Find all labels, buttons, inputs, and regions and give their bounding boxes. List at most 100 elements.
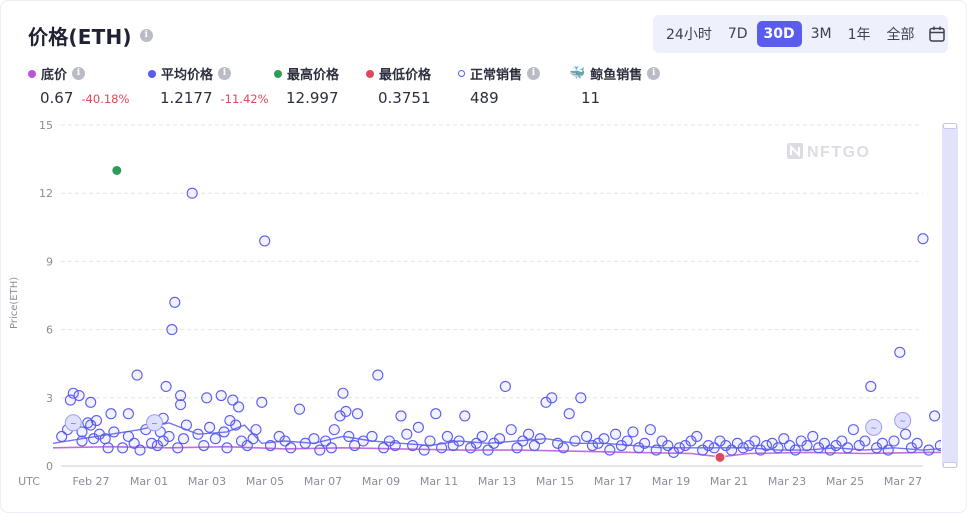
sale-point	[204, 421, 216, 433]
sale-point	[299, 437, 311, 449]
y-tick-label: 3	[46, 392, 53, 405]
sale-point	[749, 435, 761, 447]
sale-point	[923, 444, 935, 456]
sale-point	[325, 442, 337, 454]
sale-point	[293, 403, 306, 415]
sale-point	[99, 433, 111, 445]
sale-point	[546, 392, 558, 404]
calendar-icon[interactable]	[928, 25, 946, 43]
chart-title: 价格(ETH)	[28, 25, 132, 49]
highest-price-point	[111, 164, 123, 176]
stat-whale-sales: 🐳 鲸鱼销售 i 11	[569, 64, 661, 107]
sale-point	[351, 408, 364, 420]
sale-point	[581, 430, 593, 442]
sale-point	[146, 437, 158, 449]
sale-point	[259, 235, 271, 247]
sale-point	[610, 428, 622, 440]
info-icon[interactable]: i	[218, 67, 232, 80]
sale-point	[209, 433, 221, 445]
sale-point	[691, 430, 703, 442]
sale-point	[134, 444, 146, 456]
sale-point	[247, 433, 259, 445]
zoom-handle-top[interactable]	[943, 123, 957, 129]
whale-icon: 🐳	[569, 66, 586, 81]
whale-sales-label: 鲸鱼销售	[590, 68, 643, 83]
lowest-price-point	[714, 451, 726, 463]
sale-point	[340, 405, 352, 417]
whale-sale-point	[64, 414, 82, 432]
sale-point	[395, 410, 407, 422]
sale-point	[702, 439, 714, 452]
sale-point	[453, 435, 465, 447]
stat-normal-sales: 正常销售 i 489	[458, 64, 541, 107]
sale-point	[737, 442, 749, 454]
normal-sales-label: 正常销售	[470, 68, 523, 83]
sale-point	[644, 424, 656, 436]
sale-point	[407, 439, 419, 452]
info-icon[interactable]: i	[527, 67, 541, 80]
avg-change: -11.42%	[220, 92, 269, 106]
normal-sales-value: 489	[470, 89, 499, 107]
sale-point	[534, 433, 546, 445]
info-icon[interactable]: i	[647, 67, 661, 80]
sale-point	[847, 424, 859, 436]
sale-point	[865, 380, 877, 392]
title-row: 价格(ETH) i	[28, 21, 153, 50]
tab-all[interactable]: 全部	[886, 27, 915, 43]
whale-sales-value: 11	[581, 89, 601, 107]
whale-sale-icon: ~	[70, 419, 77, 428]
sale-point	[673, 442, 685, 454]
info-icon[interactable]: i	[72, 67, 86, 80]
tab-3m[interactable]: 3M	[810, 26, 832, 42]
x-tick-label: Feb 27	[73, 475, 110, 488]
sale-point	[105, 408, 117, 420]
sale-point	[459, 410, 471, 422]
sale-point	[308, 433, 320, 445]
x-tick-label: Mar 19	[652, 475, 690, 488]
x-tick-label: Mar 27	[884, 475, 922, 488]
low-legend-dot	[366, 69, 374, 78]
sale-point	[285, 442, 297, 454]
x-tick-label: Mar 23	[768, 475, 806, 488]
x-tick-label: Mar 05	[246, 475, 284, 488]
info-icon[interactable]: i	[139, 29, 153, 42]
y-tick-label: 15	[39, 119, 53, 132]
time-range-tabs: 24小时 7D 30D 3M 1年 全部	[653, 15, 948, 53]
sale-point	[233, 401, 245, 413]
chart-zoom-scrollbar[interactable]	[942, 123, 958, 468]
high-label: 最高价格	[287, 68, 340, 83]
sale-point	[108, 426, 120, 438]
sale-point	[343, 430, 355, 442]
sale-point	[337, 387, 349, 399]
sale-point	[76, 426, 88, 438]
sale-point	[186, 187, 198, 199]
tab-1y[interactable]: 1年	[847, 27, 871, 43]
sale-point	[314, 444, 326, 456]
sale-point	[569, 435, 581, 447]
sale-point	[175, 389, 187, 402]
tab-30d[interactable]: 30D	[756, 21, 802, 47]
avg-label: 平均价格	[161, 68, 214, 83]
sale-point	[215, 389, 227, 402]
tab-7d[interactable]: 7D	[727, 26, 748, 42]
sale-point	[418, 444, 430, 456]
sale-point	[476, 430, 488, 442]
sale-point	[218, 426, 230, 438]
stat-high: 最高价格 12.997	[274, 64, 339, 107]
stat-low: 最低价格 0.3751	[366, 64, 431, 107]
tab-24h[interactable]: 24小时	[666, 27, 712, 43]
y-tick-label: 12	[39, 187, 53, 200]
y-tick-label: 0	[46, 460, 53, 473]
sale-point	[401, 428, 413, 440]
low-label: 最低价格	[379, 68, 432, 83]
sale-point	[366, 430, 378, 442]
y-tick-label: 9	[46, 255, 53, 268]
sale-point	[639, 437, 651, 449]
sale-point	[198, 439, 210, 452]
zoom-handle-bottom[interactable]	[943, 462, 957, 468]
sale-point	[801, 439, 813, 452]
sale-point	[180, 419, 192, 431]
watermark-text: NFTGO	[807, 144, 871, 161]
x-tick-label: Mar 17	[594, 475, 632, 488]
sale-point	[888, 435, 900, 447]
